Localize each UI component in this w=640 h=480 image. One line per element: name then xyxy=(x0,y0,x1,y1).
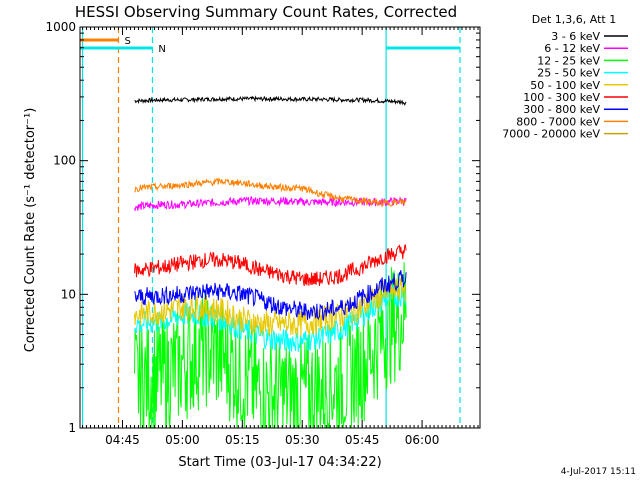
y-tick-label-0: 1 xyxy=(68,421,76,435)
x-tick-label-0: 04:45 xyxy=(105,433,140,447)
legend-label-7: 800 - 7000 keV xyxy=(516,115,600,128)
series-line-2 xyxy=(134,262,407,428)
x-tick-label-1: 05:00 xyxy=(165,433,200,447)
legend-label-5: 100 - 300 keV xyxy=(523,91,600,104)
x-tick-label-3: 05:30 xyxy=(285,433,320,447)
series-line-0 xyxy=(134,95,407,106)
x-tick-label-2: 05:15 xyxy=(225,433,260,447)
plot-frame xyxy=(79,26,481,429)
chart-axes: 1 10 100 1000 04:45 05:00 05:15 05:30 05:45 06:00 xyxy=(45,20,481,447)
legend-label-0: 3 - 6 keV xyxy=(551,30,600,43)
legend-label-2: 12 - 25 keV xyxy=(537,54,600,67)
legend-label-1: 6 - 12 keV xyxy=(544,42,600,55)
legend-label-3: 25 - 50 keV xyxy=(537,67,600,80)
y-tick-label-3: 1000 xyxy=(45,20,76,34)
series-line-5 xyxy=(134,244,407,287)
marker-label-0: S xyxy=(124,36,130,47)
series-line-1 xyxy=(134,196,407,211)
x-tick-label-4: 05:45 xyxy=(345,433,380,447)
series-line-4 xyxy=(134,275,407,337)
series-line-7 xyxy=(134,177,407,208)
legend-title: Det 1,3,6, Att 1 xyxy=(532,13,616,26)
marker-label-1: N xyxy=(158,44,165,55)
x-tick-label-5: 06:00 xyxy=(405,433,440,447)
legend-label-6: 300 - 800 keV xyxy=(523,103,600,116)
series-line-6 xyxy=(134,270,407,322)
timestamp: 4-Jul-2017 15:11 xyxy=(561,467,636,477)
series-line-3 xyxy=(134,284,407,353)
x-axis-label: Start Time (03-Jul-17 04:34:22) xyxy=(178,455,381,470)
y-axis-label: Corrected Count Rate (s⁻¹ detector⁻¹) xyxy=(23,108,38,353)
chart-marks: SN xyxy=(80,27,461,428)
legend-label-4: 50 - 100 keV xyxy=(530,79,600,92)
chart-title: HESSI Observing Summary Count Rates, Cor… xyxy=(75,3,457,21)
legend-label-8: 7000 - 20000 keV xyxy=(502,128,600,141)
y-tick-label-1: 10 xyxy=(61,287,76,301)
y-tick-label-2: 100 xyxy=(53,154,76,168)
